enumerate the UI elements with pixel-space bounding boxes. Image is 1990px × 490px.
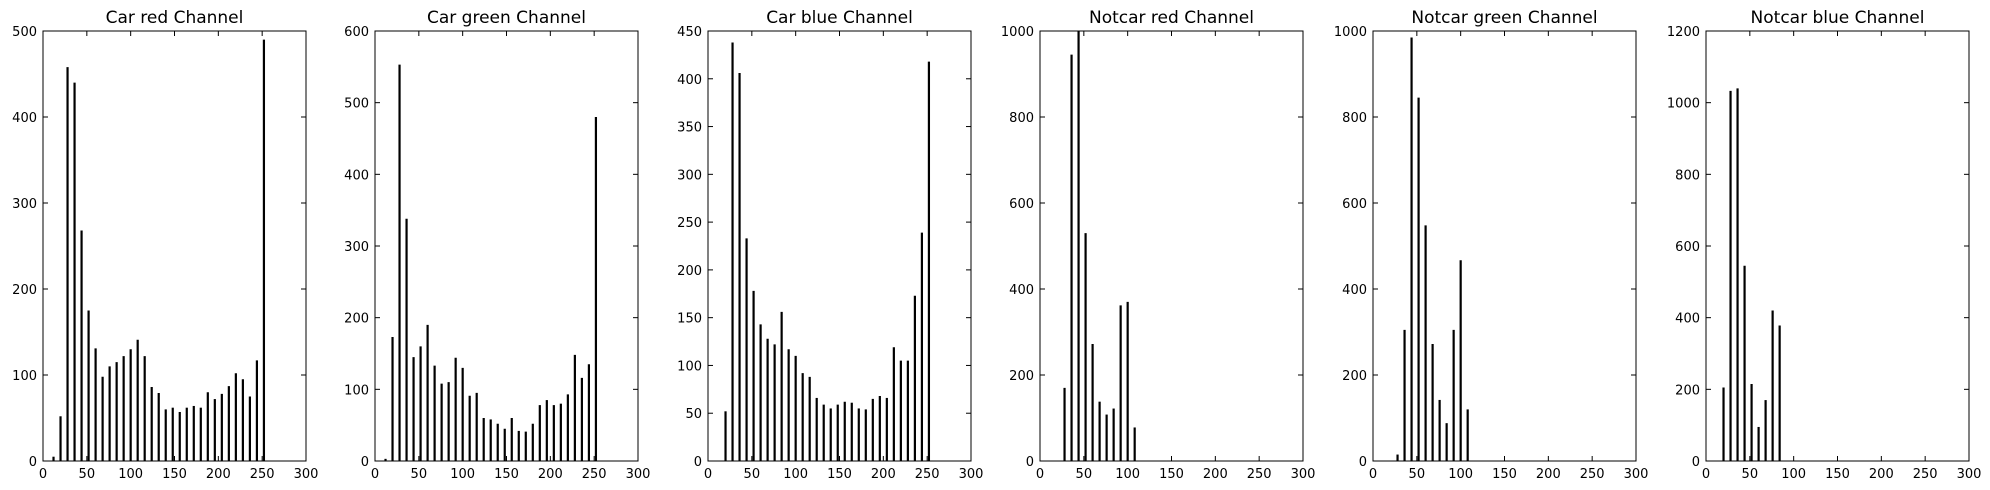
- y-tick-label: 300: [12, 197, 37, 212]
- x-tick-label: 100: [783, 467, 808, 482]
- x-tick-label: 0: [1036, 467, 1044, 482]
- x-tick-label: 50: [1409, 467, 1426, 482]
- x-tick-label: 150: [162, 467, 187, 482]
- x-tick-label: 50: [411, 467, 428, 482]
- y-tick-label: 100: [12, 369, 37, 384]
- y-tick-label: 450: [677, 25, 702, 40]
- chart-title: Notcar green Channel: [1411, 8, 1597, 28]
- y-tick-label: 200: [344, 312, 369, 327]
- x-tick-label: 100: [1115, 467, 1140, 482]
- y-tick-label: 200: [12, 283, 37, 298]
- x-tick-label: 300: [1624, 467, 1649, 482]
- subplot-2: Car green Channel 0 50 100 150 200 250 300 0 100 2…: [344, 8, 650, 482]
- subplot-5: Notcar green Channel 0 50 100 150 200 250 300 0 2…: [1334, 8, 1649, 482]
- subplot-1: Car red Channel 0 50 100 150 200 250 300 0 100 200…: [12, 8, 318, 482]
- chart-title: Notcar red Channel: [1089, 8, 1254, 28]
- subplot-3: Car blue Channel 0 50 100 150 200 250 300 0 50 100…: [677, 8, 983, 482]
- x-tick-label: 250: [250, 467, 275, 482]
- x-tick-label: 200: [206, 467, 231, 482]
- x-tick-label: 150: [494, 467, 519, 482]
- x-tick-label: 250: [1247, 467, 1272, 482]
- y-tick-label: 500: [12, 25, 37, 40]
- y-tick-label: 1000: [1334, 25, 1367, 40]
- y-tick-label: 100: [677, 359, 702, 374]
- x-tick-label: 250: [1580, 467, 1605, 482]
- y-tick-label: 500: [344, 97, 369, 112]
- y-tick-label: 200: [1342, 369, 1367, 384]
- x-tick-label: 0: [39, 467, 47, 482]
- x-tick-label: 50: [744, 467, 761, 482]
- y-tick-label: 600: [344, 25, 369, 40]
- x-tick-label: 200: [1536, 467, 1561, 482]
- y-tick-label: 300: [344, 240, 369, 255]
- x-tick-label: 300: [959, 467, 984, 482]
- y-tick-label: 250: [677, 216, 702, 231]
- x-tick-label: 250: [1913, 467, 1938, 482]
- y-tick-label: 200: [677, 264, 702, 279]
- y-tick-label: 100: [344, 383, 369, 398]
- y-tick-label: 0: [361, 455, 369, 470]
- y-tick-label: 1200: [1667, 25, 1700, 40]
- y-tick-label: 0: [1026, 455, 1034, 470]
- subplot-4: Notcar red Channel 0 50 100 150 200 250 300 0 200…: [1001, 8, 1316, 482]
- y-tick-label: 200: [1675, 383, 1700, 398]
- y-tick-label: 150: [677, 312, 702, 327]
- x-tick-label: 200: [871, 467, 896, 482]
- y-tick-label: 400: [344, 168, 369, 183]
- y-tick-label: 400: [677, 73, 702, 88]
- x-tick-label: 200: [538, 467, 563, 482]
- x-tick-label: 300: [626, 467, 651, 482]
- x-tick-label: 50: [79, 467, 96, 482]
- x-tick-label: 300: [1957, 467, 1982, 482]
- y-tick-label: 0: [1359, 455, 1367, 470]
- x-tick-label: 250: [582, 467, 607, 482]
- y-tick-label: 600: [1009, 197, 1034, 212]
- x-tick-label: 150: [1492, 467, 1517, 482]
- y-tick-label: 0: [29, 455, 37, 470]
- y-tick-label: 300: [677, 168, 702, 183]
- x-tick-label: 50: [1742, 467, 1759, 482]
- x-tick-label: 300: [1291, 467, 1316, 482]
- x-tick-label: 150: [827, 467, 852, 482]
- chart-title: Car green Channel: [427, 8, 586, 28]
- y-tick-label: 50: [685, 407, 702, 422]
- y-tick-label: 350: [677, 121, 702, 136]
- x-tick-label: 0: [371, 467, 379, 482]
- x-tick-label: 250: [915, 467, 940, 482]
- subplot-6: Notcar blue Channel 0 50 100 150 200 250 300 0 20…: [1667, 8, 1982, 482]
- x-tick-label: 100: [1448, 467, 1473, 482]
- y-tick-label: 0: [694, 455, 702, 470]
- y-tick-label: 0: [1692, 455, 1700, 470]
- x-tick-label: 50: [1076, 467, 1093, 482]
- y-tick-label: 600: [1675, 240, 1700, 255]
- x-tick-label: 100: [450, 467, 475, 482]
- y-tick-label: 800: [1342, 111, 1367, 126]
- x-tick-label: 200: [1203, 467, 1228, 482]
- x-tick-label: 0: [1369, 467, 1377, 482]
- y-tick-label: 400: [1342, 283, 1367, 298]
- chart-title: Car blue Channel: [766, 8, 913, 28]
- y-tick-label: 400: [1009, 283, 1034, 298]
- y-tick-label: 1000: [1001, 25, 1034, 40]
- x-tick-label: 150: [1825, 467, 1850, 482]
- x-tick-label: 0: [1702, 467, 1710, 482]
- y-tick-label: 400: [12, 111, 37, 126]
- y-tick-label: 200: [1009, 369, 1034, 384]
- x-tick-label: 150: [1159, 467, 1184, 482]
- y-tick-label: 1000: [1667, 97, 1700, 112]
- x-tick-label: 0: [704, 467, 712, 482]
- x-tick-label: 100: [118, 467, 143, 482]
- x-tick-label: 200: [1869, 467, 1894, 482]
- y-tick-label: 400: [1675, 312, 1700, 327]
- x-tick-label: 100: [1781, 467, 1806, 482]
- y-tick-label: 800: [1675, 168, 1700, 183]
- y-tick-label: 600: [1342, 197, 1367, 212]
- chart-title: Notcar blue Channel: [1751, 8, 1925, 28]
- x-tick-label: 300: [294, 467, 319, 482]
- chart-title: Car red Channel: [106, 8, 244, 28]
- y-tick-label: 800: [1009, 111, 1034, 126]
